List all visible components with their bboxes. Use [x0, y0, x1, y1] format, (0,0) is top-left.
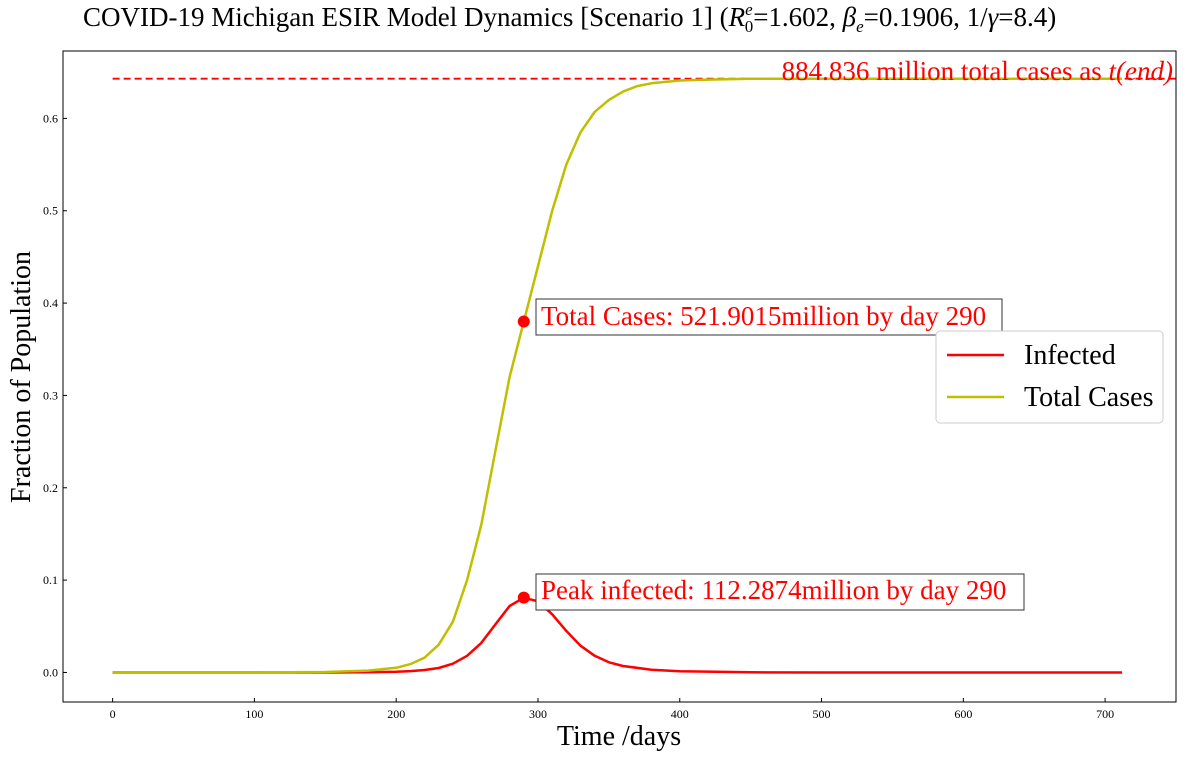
data-point-marker [517, 315, 530, 328]
x-tick-label: 300 [529, 707, 547, 721]
total-cases-annotation: Total Cases: 521.9015million by day 290 [541, 301, 986, 331]
x-tick-label: 400 [671, 707, 689, 721]
total-end-annotation: 884.836 million total cases as t(end) [782, 56, 1173, 86]
peak-infected-annotation: Peak infected: 112.2874million by day 29… [541, 575, 1006, 605]
legend-label-infected: Infected [1024, 340, 1116, 371]
total-cases-annotation-box [535, 298, 1003, 336]
x-tick-label: 100 [245, 707, 263, 721]
data-point-marker [517, 591, 530, 604]
x-tick-label: 600 [954, 707, 972, 721]
y-tick-label: 0.1 [43, 573, 58, 587]
axis-ticks: 0 100 200 300 400 500 600 700 0.0 0.1 0.2 0.3 0.4 0.5… [43, 111, 1114, 721]
series-line-total-cases [112, 77, 1123, 674]
legend: Infected Total Cases [935, 330, 1164, 424]
data-markers [517, 315, 530, 604]
x-tick-label: 0 [110, 707, 116, 721]
peak-infected-annotation-box [535, 573, 1025, 611]
x-tick-label: 700 [1096, 707, 1114, 721]
y-tick-label: 0.3 [43, 388, 58, 402]
y-tick-label: 0.0 [43, 665, 58, 679]
x-axis-label: Time /days [557, 721, 681, 752]
chart-title: COVID-19 Michigan ESIR Model Dynamics [S… [83, 0, 1056, 36]
y-axis-label: Fraction of Population [6, 251, 37, 503]
y-tick-label: 0.2 [43, 481, 58, 495]
y-tick-label: 0.4 [43, 296, 58, 310]
x-tick-label: 200 [387, 707, 405, 721]
legend-label-total-cases: Total Cases [1024, 382, 1153, 413]
x-tick-label: 500 [813, 707, 831, 721]
plot-area [62, 50, 1177, 703]
y-tick-label: 0.6 [43, 111, 58, 125]
y-tick-label: 0.5 [43, 204, 58, 218]
